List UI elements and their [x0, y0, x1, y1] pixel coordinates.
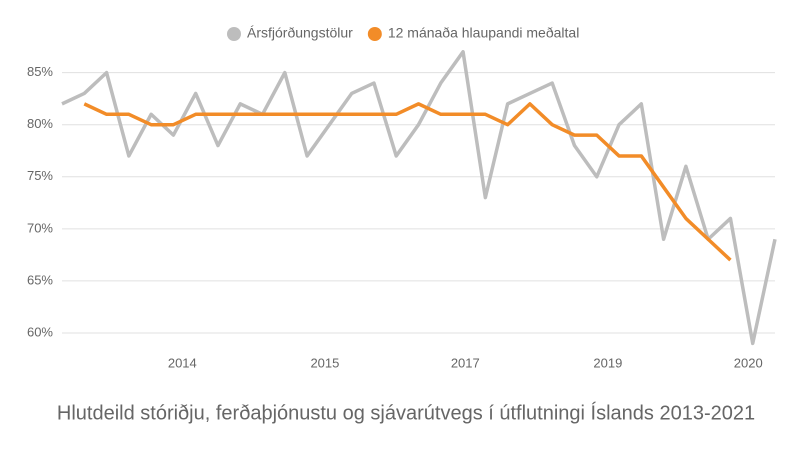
y-tick-label: 65% — [27, 272, 53, 287]
x-tick-label: 2017 — [451, 355, 480, 370]
chart-title: Hlutdeild stóriðju, ferðaþjónustu og sjá… — [57, 401, 755, 424]
legend-label: Ársfjórðungstölur — [247, 25, 353, 41]
y-tick-label: 85% — [27, 64, 53, 79]
x-tick-label: 2020 — [734, 355, 763, 370]
legend-marker — [227, 27, 241, 41]
y-tick-label: 80% — [27, 116, 53, 131]
y-tick-label: 75% — [27, 168, 53, 183]
series-line — [83, 102, 732, 262]
x-tick-label: 2015 — [310, 355, 339, 370]
x-tick-label: 2019 — [593, 355, 622, 370]
legend-label: 12 mánaða hlaupandi meðaltal — [388, 25, 579, 41]
y-tick-label: 70% — [27, 220, 53, 235]
series-line — [61, 50, 777, 346]
x-tick-label: 2014 — [168, 355, 197, 370]
legend-marker — [367, 27, 382, 41]
y-tick-label: 60% — [27, 324, 53, 339]
plot-area — [61, 50, 777, 346]
